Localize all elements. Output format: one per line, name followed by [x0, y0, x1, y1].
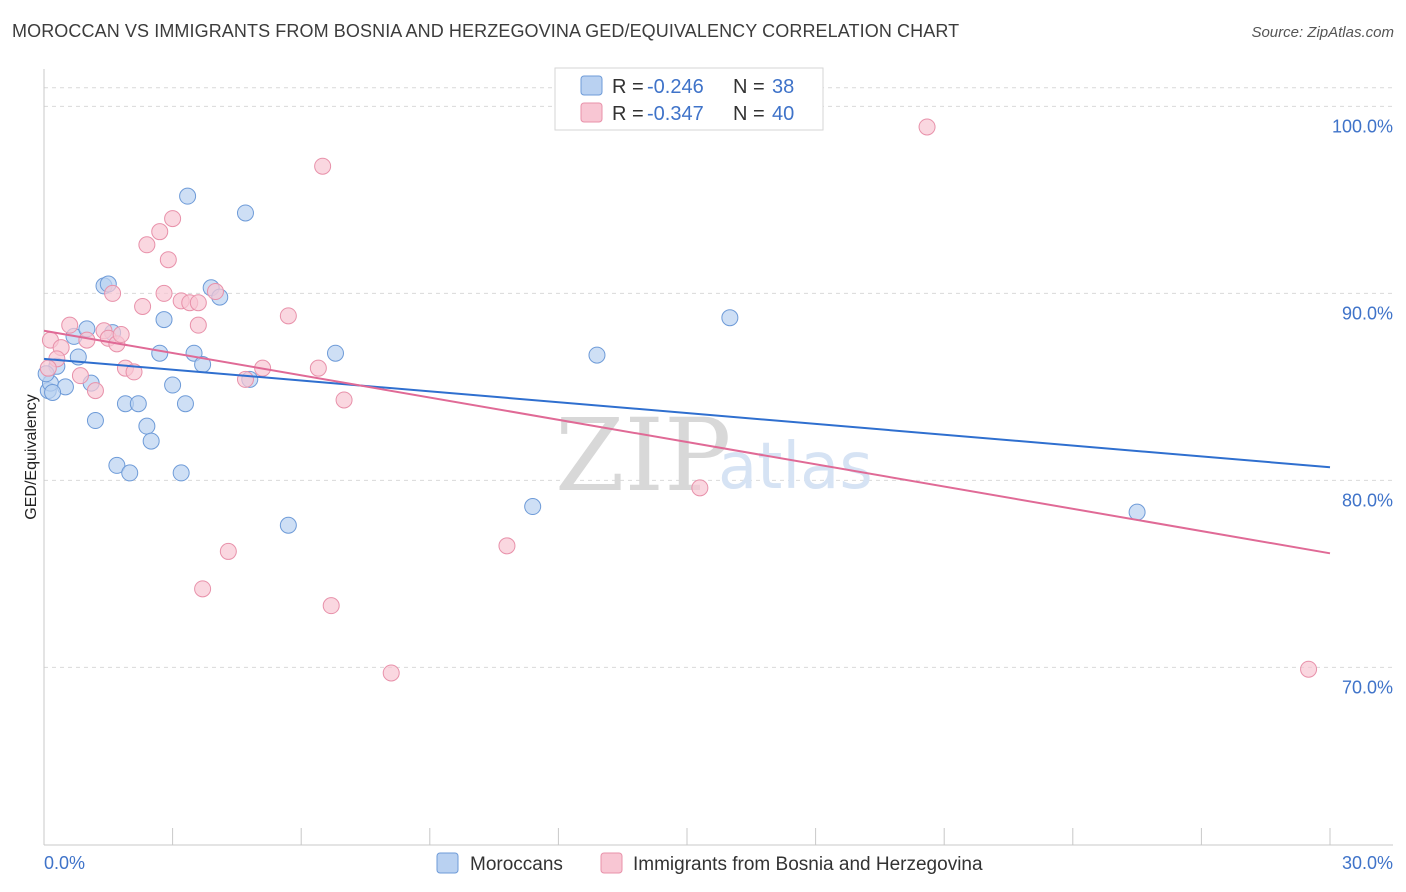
legend-r-label-2: R = [612, 103, 644, 125]
legend-n-label-1: N = [733, 76, 765, 98]
bosnia-point-23 [219, 542, 237, 560]
moroccan-point-28 [236, 204, 254, 222]
bosnia-point-37 [112, 326, 130, 344]
moroccan-point-31 [326, 344, 344, 362]
x-tick-label-max: 30.0% [1342, 853, 1393, 873]
moroccan-point-21 [172, 464, 190, 482]
bosnia-point-27 [309, 359, 327, 377]
moroccan-point-15 [129, 395, 147, 413]
legend-swatch-moroccans [580, 75, 603, 96]
moroccan-point-34 [721, 309, 739, 327]
x-axis-ticks [43, 828, 1331, 845]
bosnia-point-29 [322, 597, 340, 615]
bosnia-point-22 [206, 283, 224, 301]
bosnia-point-34 [918, 118, 936, 136]
bosnia-point-5 [86, 382, 104, 400]
moroccan-point-19 [155, 311, 173, 329]
bosnia-point-30 [335, 391, 353, 409]
legend-r-label-1: R = [612, 76, 644, 98]
legend-n-label-2: N = [733, 103, 765, 125]
moroccan-point-14 [121, 464, 139, 482]
trend-lines [43, 329, 1331, 555]
bosnia-trend-line [43, 329, 1331, 555]
bosnia-point-26 [279, 307, 297, 325]
legend-r-value-2: -0.347 [647, 103, 704, 125]
bosnia-point-38 [155, 284, 173, 302]
moroccan-point-16 [138, 417, 156, 435]
x-tick-label-min: 0.0% [44, 853, 85, 873]
y-tick-label-80: 80.0% [1342, 490, 1393, 510]
bosnia-point-15 [159, 251, 177, 269]
moroccan-point-17 [142, 432, 160, 450]
bottom-legend-swatch-bosnia [600, 852, 623, 874]
bosnia-point-14 [151, 223, 169, 241]
bosnia-point-33 [691, 479, 709, 497]
bosnia-point-31 [382, 664, 400, 682]
y-tick-label-100: 100.0% [1332, 116, 1393, 136]
legend-n-value-2: 40 [772, 103, 794, 125]
bosnia-point-3 [71, 367, 89, 385]
bosnia-point-11 [125, 363, 143, 381]
moroccan-point-30 [279, 516, 297, 534]
bottom-legend-swatch-moroccans [436, 852, 459, 874]
chart-title: MOROCCAN VS IMMIGRANTS FROM BOSNIA AND H… [12, 21, 960, 41]
moroccan-point-20 [164, 376, 182, 394]
moroccan-point-22 [176, 395, 194, 413]
bosnia-point-24 [236, 370, 254, 388]
legend: R = -0.246 N = 38 R = -0.347 N = 40 [554, 67, 824, 131]
bosnia-point-13 [138, 236, 156, 254]
legend-swatch-bosnia [580, 102, 603, 123]
bosnia-point-20 [189, 294, 207, 312]
watermark-atlas: atlas [718, 430, 873, 504]
bosnia-point-19 [189, 316, 207, 334]
y-axis-tick-labels: 100.0% 90.0% 80.0% 70.0% [1332, 116, 1393, 697]
moroccan-point-35 [1128, 503, 1146, 521]
bottom-legend: Moroccans Immigrants from Bosnia and Her… [436, 852, 983, 875]
bottom-legend-label-bosnia: Immigrants from Bosnia and Herzegovina [633, 854, 983, 875]
bosnia-point-8 [104, 284, 122, 302]
y-axis-title: GED/Equivalency [23, 394, 40, 519]
source-label: Source: ZipAtlas.com [1251, 24, 1394, 41]
moroccan-point-23 [179, 187, 197, 205]
bosnia-point-16 [164, 210, 182, 228]
legend-r-value-1: -0.246 [647, 76, 704, 98]
y-tick-label-70: 70.0% [1342, 677, 1393, 697]
bosnia-point-12 [134, 297, 152, 315]
data-points [37, 118, 1318, 682]
bosnia-point-32 [498, 537, 516, 555]
moroccan-point-37 [44, 383, 62, 401]
moroccan-trend-line [43, 357, 1331, 469]
legend-n-value-1: 38 [772, 76, 794, 98]
bosnia-point-28 [314, 157, 332, 175]
bosnia-point-21 [194, 580, 212, 598]
bosnia-point-39 [39, 359, 57, 377]
moroccan-point-18 [151, 344, 169, 362]
bottom-legend-label-moroccans: Moroccans [470, 854, 563, 875]
moroccan-point-33 [588, 346, 606, 364]
moroccan-point-32 [524, 498, 542, 516]
moroccan-point-8 [86, 412, 104, 430]
moroccan-point-12 [108, 456, 126, 474]
bosnia-point-35 [1300, 660, 1318, 678]
bosnia-point-2 [61, 316, 79, 334]
y-tick-label-90: 90.0% [1342, 303, 1393, 323]
